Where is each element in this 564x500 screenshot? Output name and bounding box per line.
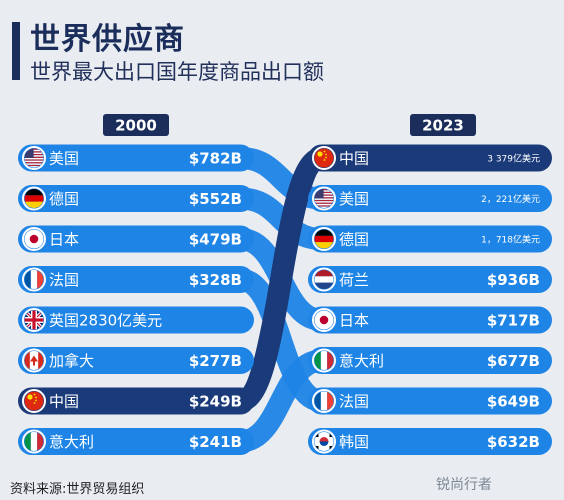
right-value-label: 2，221亿美元 [481, 193, 540, 205]
right-row-pill [308, 144, 552, 172]
right-country-label: 意大利 [339, 352, 384, 370]
left-value-label: $277B [189, 352, 242, 370]
china-flag-icon [22, 389, 46, 413]
left-value-label: $552B [189, 190, 242, 208]
left-country-label: 意大利 [49, 433, 94, 451]
year-badge-right: 2023 [410, 114, 476, 136]
left-row-pill [18, 185, 254, 212]
left-row-pill [18, 306, 254, 334]
left-row: 美国 $782B [18, 144, 254, 172]
france-flag-icon [22, 267, 46, 292]
germany-flag-icon [312, 227, 336, 251]
watermark: 锐尚行者 [436, 477, 492, 493]
right-value-label: $632B [487, 433, 540, 451]
left-value-label: $782B [189, 150, 242, 168]
left-row-pill [18, 347, 254, 374]
right-row-pill [308, 306, 552, 334]
netherlands-flag-icon [312, 267, 336, 292]
left-row: 法国 $328B [18, 266, 254, 293]
right-country-label: 法国 [339, 393, 369, 411]
right-value-label: 3 379亿美元 [487, 153, 540, 165]
right-row: 美国 2，221亿美元 [308, 185, 552, 212]
source-note: 资料来源:世界贸易组织 [10, 482, 145, 497]
china-flag-icon [312, 146, 336, 170]
year-badge-left: 2000 [103, 114, 169, 136]
right-row: 法国 $649B [308, 387, 552, 415]
right-value-label: $649B [487, 393, 540, 411]
left-country-label: 加拿大 [49, 352, 94, 370]
uk-flag-icon [22, 308, 46, 332]
page-subtitle: 世界最大出口国年度商品出口额 [30, 60, 324, 84]
left-country-label: 英国2830亿美元 [49, 312, 162, 330]
japan-flag-icon [22, 227, 46, 251]
year-badge-right-box [410, 114, 476, 136]
korea-flag-icon [312, 429, 336, 454]
left-country-label: 法国 [49, 271, 79, 289]
right-row-pill [308, 225, 552, 253]
title-accent-bar [12, 22, 20, 80]
right-country-label: 日本 [339, 312, 369, 330]
right-row-pill [308, 347, 552, 374]
year-badge-left-box [103, 114, 169, 136]
right-row-pill [308, 185, 552, 212]
right-country-label: 美国 [339, 190, 369, 208]
left-row: 日本 $479B [18, 225, 254, 253]
us-flag-icon [312, 186, 336, 211]
left-row-pill [18, 266, 254, 293]
left-row-pill [18, 428, 254, 455]
us-flag-icon [22, 146, 46, 170]
page-title: 世界供应商 [30, 22, 185, 57]
right-row-pill [308, 387, 552, 415]
right-value-label: 1，718亿美元 [481, 234, 540, 246]
japan-flag-icon [312, 308, 336, 332]
year-badge-right-label: 2023 [422, 117, 464, 135]
right-country-label: 中国 [339, 150, 369, 168]
right-row: 德国 1，718亿美元 [308, 225, 552, 253]
left-row: 中国 $249B [18, 387, 254, 415]
right-value-label: $717B [487, 312, 540, 330]
right-row: 中国 3 379亿美元 [308, 144, 552, 172]
right-value-label: $936B [487, 271, 540, 289]
left-row: 德国 $552B [18, 185, 254, 212]
right-row: 荷兰 $936B [308, 266, 552, 293]
left-row-pill [18, 387, 254, 415]
left-row-pill [18, 144, 254, 172]
right-row: 日本 $717B [308, 306, 552, 334]
left-row: 意大利 $241B [18, 428, 254, 455]
right-row: 韩国 $632B [308, 428, 552, 455]
left-value-label: $328B [189, 271, 242, 289]
germany-flag-icon [22, 186, 46, 211]
left-row: 英国2830亿美元 [18, 306, 254, 334]
italy-flag-icon [312, 348, 336, 373]
left-value-label: $241B [189, 433, 242, 451]
right-row-pill [308, 428, 552, 455]
left-value-label: $479B [189, 231, 242, 249]
right-value-label: $677B [487, 352, 540, 370]
highlight-connector [236, 147, 326, 412]
right-row: 意大利 $677B [308, 347, 552, 374]
left-country-label: 美国 [49, 150, 79, 168]
right-country-label: 德国 [339, 231, 369, 249]
right-country-label: 荷兰 [339, 271, 369, 289]
right-row-pill [308, 266, 552, 293]
left-country-label: 中国 [49, 393, 79, 411]
left-country-label: 德国 [49, 190, 79, 208]
france-flag-icon [312, 389, 336, 413]
left-country-label: 日本 [49, 231, 79, 249]
left-value-label: $249B [189, 393, 242, 411]
italy-flag-icon [22, 429, 46, 454]
left-row-pill [18, 225, 254, 253]
right-country-label: 韩国 [339, 433, 369, 451]
canada-flag-icon [22, 348, 46, 373]
left-row: 加拿大 $277B [18, 347, 254, 374]
year-badge-left-label: 2000 [115, 117, 157, 135]
